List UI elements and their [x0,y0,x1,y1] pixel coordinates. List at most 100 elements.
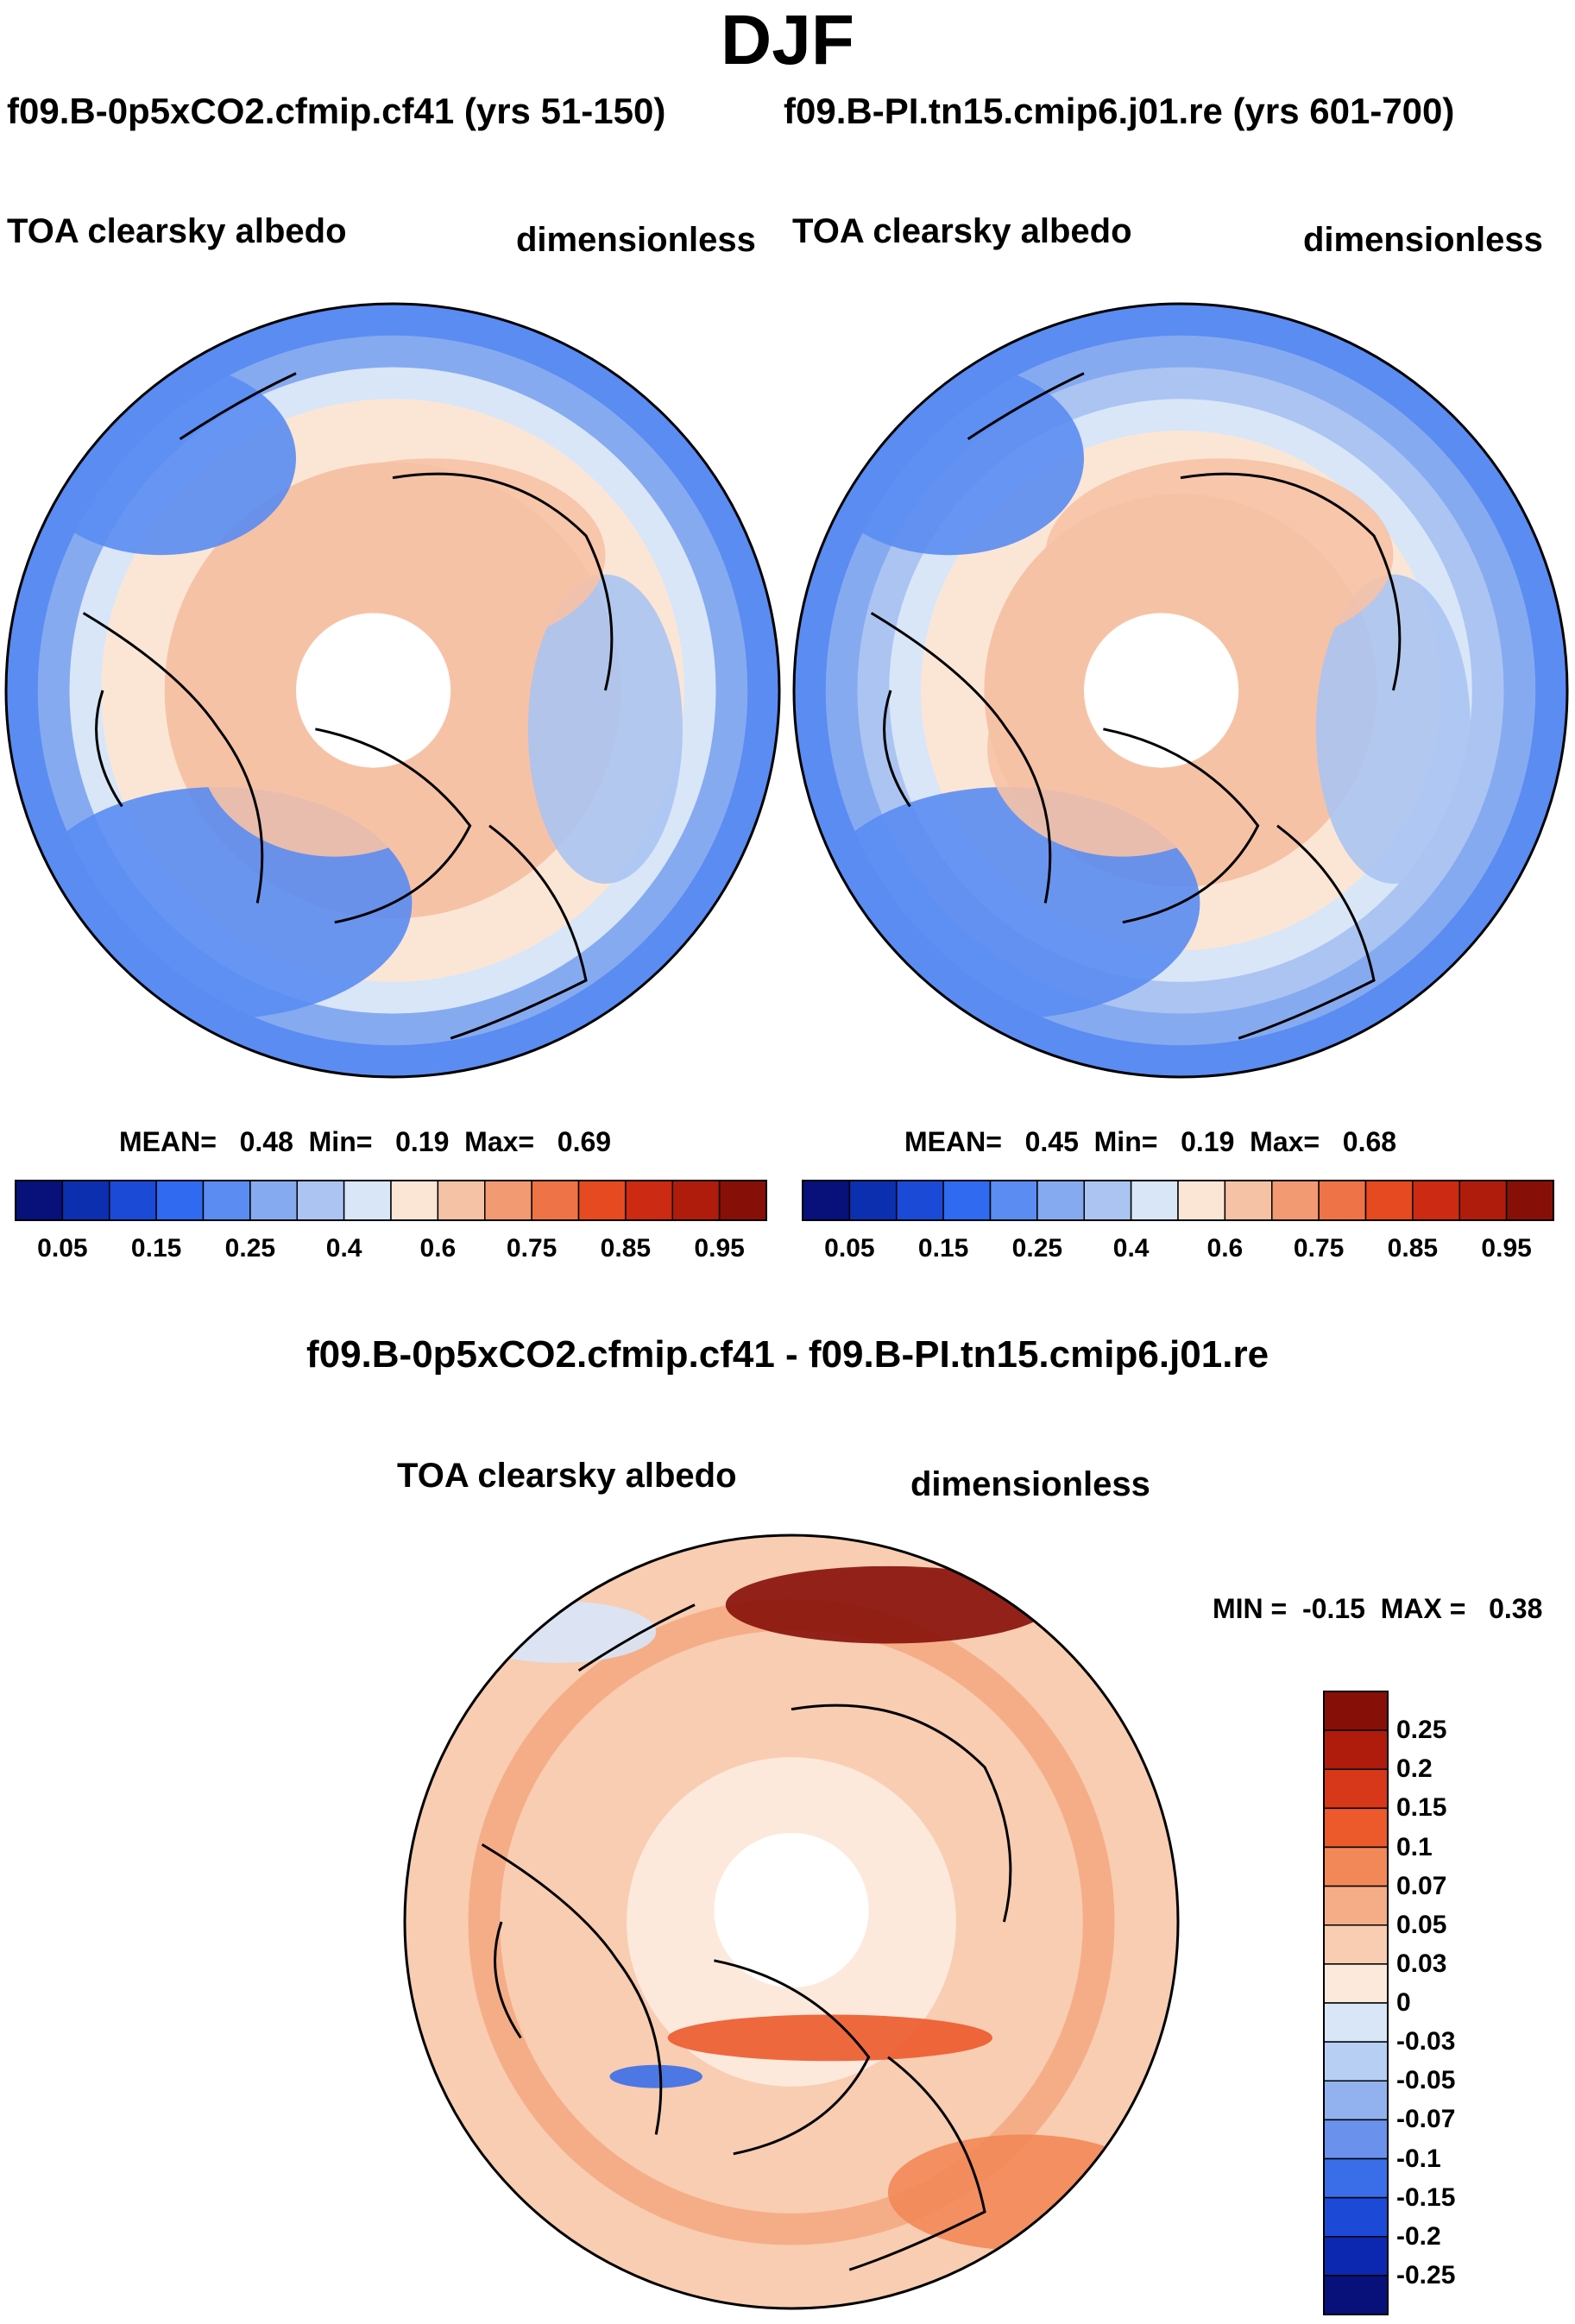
colorbar-1-box-4 [202,1180,251,1221]
panel-3-max-value: 0.38 [1489,1593,1543,1624]
colorbar-3-box-13 [1323,2196,1389,2238]
panel-1-mean-label: MEAN= [119,1126,217,1157]
colorbar-3-box-7 [1323,1963,1389,2004]
map-3-coastline-0 [481,1843,663,2135]
map-2-coastline-2 [1180,472,1402,691]
colorbar-3-tick-9: -0.05 [1396,2066,1456,2095]
map-3-border [403,1534,1180,2310]
colorbar-1-tick-2: 0.25 [224,1234,276,1263]
colorbar-3-tick-2: 0.15 [1396,1793,1447,1823]
map-1-coastline-4 [179,372,297,441]
colorbar-3-box-12 [1323,2157,1389,2199]
colorbar-3-tick-3: 0.1 [1396,1832,1433,1861]
panel-1-min-label: Min= [308,1126,373,1157]
colorbar-2-tick-3: 0.4 [1112,1234,1150,1263]
map-1-coastline-2 [392,472,614,691]
colorbar-2-tick-5: 0.75 [1293,1234,1345,1263]
colorbar-3-tick-8: -0.03 [1396,2027,1456,2056]
colorbar-3-tick-5: 0.05 [1396,1910,1447,1939]
colorbar-1-tick-4: 0.6 [419,1234,457,1263]
map-1-coastline-5 [95,690,123,808]
colorbar-2-tick-2: 0.25 [1011,1234,1063,1263]
colorbar-3-box-9 [1323,2041,1389,2082]
map-1-coastline-0 [82,612,264,904]
map-1-coastline-1 [315,727,472,924]
map-3-region-0 [725,1565,1051,1644]
colorbar-3-box-11 [1323,2119,1389,2160]
colorbar-3-box-3 [1323,1807,1389,1848]
panel-2-mean-label: MEAN= [904,1126,1002,1157]
panel-1-max-label: Max= [464,1126,535,1157]
map-2-border [792,302,1569,1079]
panel-1-stats: MEAN= 0.48 Min= 0.19 Max= 0.69 [119,1128,611,1156]
colorbar-3-tick-13: -0.2 [1396,2221,1441,2251]
colorbar-2-tick-4: 0.6 [1206,1234,1244,1263]
colorbar-1-box-6 [296,1180,345,1221]
panel-3-stats: MIN = -0.15 MAX = 0.38 [1213,1595,1542,1622]
colorbar-3-box-15 [1323,2275,1389,2315]
panel-1-max-value: 0.69 [557,1126,612,1157]
season-title: DJF [721,1,854,79]
map-3-region-2 [609,2064,702,2088]
colorbar-3-tick-11: -0.1 [1396,2144,1441,2173]
colorbar-2-box-15 [1505,1180,1554,1221]
map-3-coastline-3 [848,2056,986,2271]
map-2-coastline-1 [1103,727,1260,924]
colorbar-3-box-2 [1323,1768,1389,1810]
map-3-region-1 [667,2014,992,2062]
colorbar-1-tick-0: 0.05 [37,1234,88,1263]
colorbar-3-tick-12: -0.15 [1396,2182,1456,2212]
colorbar-3-tick-7: 0 [1396,1988,1411,2017]
colorbar-3-box-0 [1323,1691,1389,1731]
panel-2-min-label: Min= [1093,1126,1158,1157]
colorbar-1-box-9 [437,1180,486,1221]
colorbar-3-tick-4: 0.07 [1396,1871,1447,1900]
colorbar-1-box-12 [577,1180,627,1221]
colorbar-1-tick-3: 0.4 [325,1234,362,1263]
run-b-label: f09.B-PI.tn15.cmip6.j01.re (yrs 601-700) [784,91,1455,131]
panel-1-units: dimensionless [516,221,756,259]
map-2-region-2 [1315,574,1471,884]
colorbar-1-box-10 [484,1180,532,1221]
colorbar-3-box-1 [1323,1729,1389,1770]
map-3-coastline-2 [791,1704,1012,1923]
panel-1-min-value: 0.19 [395,1126,450,1157]
colorbar-1-tick-7: 0.95 [694,1234,745,1263]
colorbar-2-tick-1: 0.15 [917,1234,969,1263]
panel-2-mean-value: 0.45 [1024,1126,1079,1157]
panel-3-max-label: MAX = [1380,1593,1466,1624]
panel-2-max-label: Max= [1250,1126,1320,1157]
colorbar-2-box-0 [802,1180,851,1221]
colorbar-3-tick-10: -0.07 [1396,2105,1456,2134]
panel-2-units: dimensionless [1303,221,1543,259]
map-2-coastline-3 [1238,824,1376,1040]
colorbar-3-box-14 [1323,2236,1389,2277]
colorbar-1-box-13 [625,1180,673,1221]
map-1-border [4,302,781,1079]
colorbar-3-tick-14: -0.25 [1396,2260,1456,2289]
colorbar-2-box-2 [896,1180,944,1221]
panel-2-max-value: 0.68 [1342,1126,1397,1157]
map-2-coastline-5 [883,690,911,808]
panel-3-min-label: MIN = [1213,1593,1288,1624]
colorbar-3-box-10 [1323,2080,1389,2121]
colorbar-1-tick-5: 0.75 [506,1234,558,1263]
panel-2-stats: MEAN= 0.45 Min= 0.19 Max= 0.68 [904,1128,1396,1156]
map-2-pole-hole [1084,613,1239,768]
map-2-region-4 [1045,458,1394,652]
map-3-coastline-4 [577,1603,696,1672]
map-2-coastline-4 [967,372,1085,441]
map-1-pole-hole [296,613,451,768]
colorbar-2-tick-0: 0.05 [824,1234,875,1263]
map-3-coastline-5 [494,1921,522,2039]
map-1-region-2 [527,574,684,884]
colorbar-3-tick-6: 0.03 [1396,1949,1447,1978]
map-3-coastline-1 [714,1959,871,2156]
colorbar-3-box-4 [1323,1846,1389,1887]
panel-3-title: TOA clearsky albedo [397,1457,737,1495]
